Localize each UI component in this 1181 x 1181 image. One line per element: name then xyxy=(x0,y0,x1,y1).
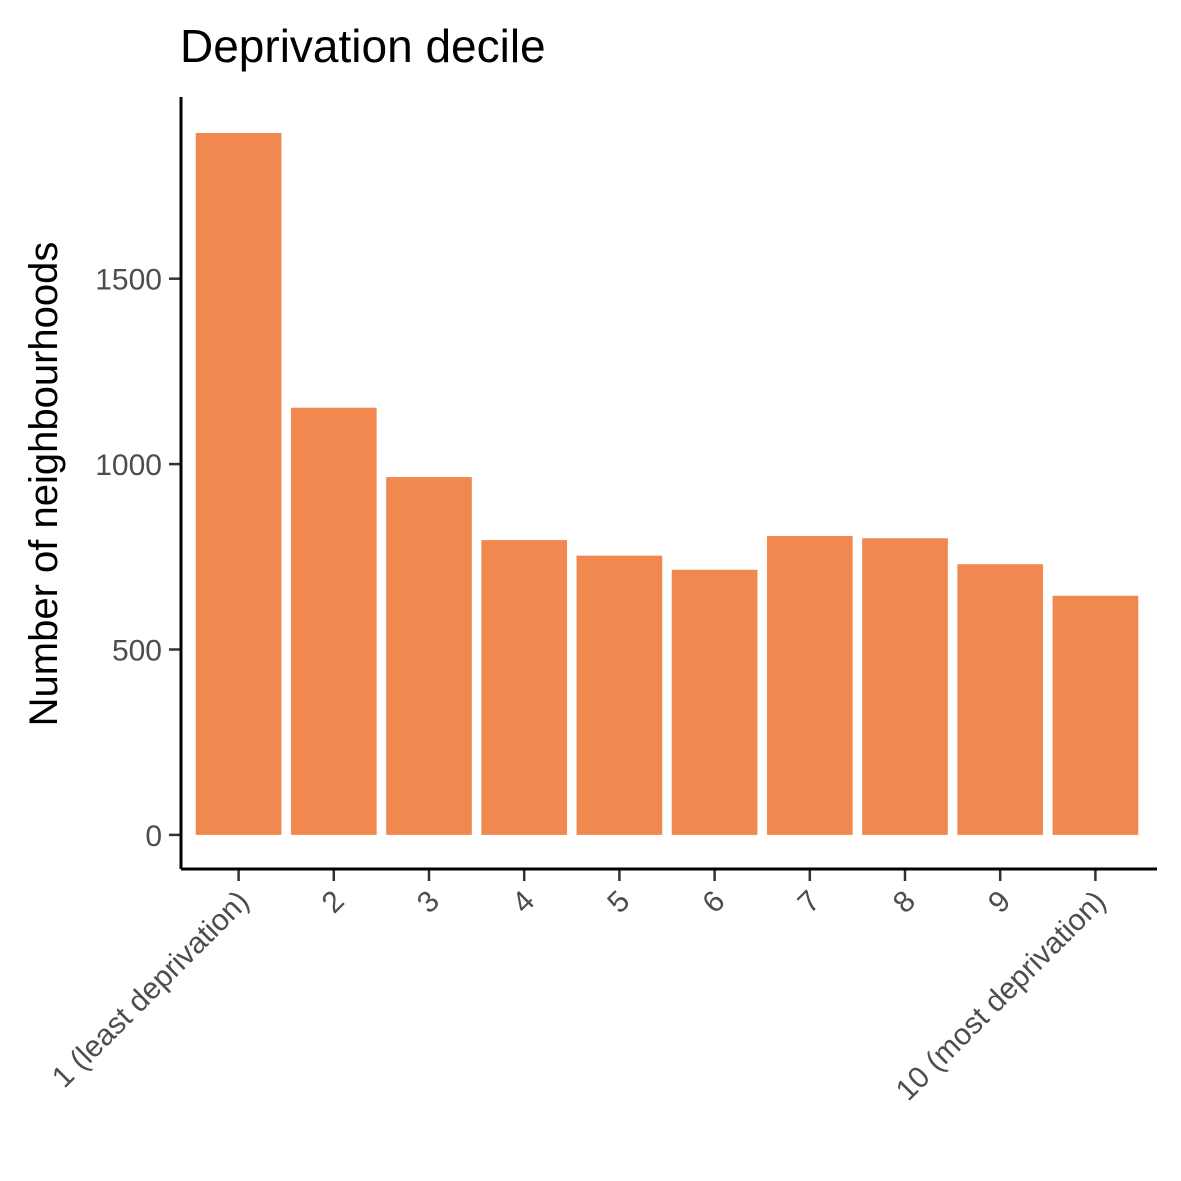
y-axis-title: Number of neighbourhoods xyxy=(22,242,66,727)
x-tick-label: 9 xyxy=(982,885,1017,920)
y-tick-label: 500 xyxy=(112,634,162,667)
bar-1 xyxy=(195,132,282,835)
x-tick-label: 5 xyxy=(601,885,636,920)
bar-3 xyxy=(386,477,472,835)
bar-5 xyxy=(576,555,663,835)
bar-2 xyxy=(290,407,377,835)
y-tick-label: 1500 xyxy=(95,264,162,297)
x-tick-label: 7 xyxy=(792,885,827,920)
x-tick-label: 2 xyxy=(316,885,351,920)
x-tick-label: 10 (most deprivation) xyxy=(890,885,1113,1108)
x-tick-label: 6 xyxy=(696,885,731,920)
bars-layer xyxy=(195,132,1139,835)
bar-7 xyxy=(766,536,853,835)
bar-6 xyxy=(671,569,758,835)
y-tick-label: 1000 xyxy=(95,449,162,482)
y-axis-ticks: 0 500 1000 1500 xyxy=(95,264,181,853)
x-tick-label: 1 (least deprivation) xyxy=(46,885,256,1095)
bar-9 xyxy=(957,564,1044,835)
bar-8 xyxy=(862,538,948,835)
y-tick-label: 0 xyxy=(145,820,162,853)
bar-10 xyxy=(1052,595,1139,835)
x-tick-label: 4 xyxy=(506,885,541,920)
x-axis-ticks: 1 (least deprivation) 2 3 4 5 6 7 8 910 (most de… xyxy=(46,869,1112,1107)
bar-4 xyxy=(481,540,568,835)
chart-title: Deprivation decile xyxy=(180,20,546,72)
x-tick-label: 3 xyxy=(411,885,446,920)
x-tick-label: 8 xyxy=(887,885,922,920)
